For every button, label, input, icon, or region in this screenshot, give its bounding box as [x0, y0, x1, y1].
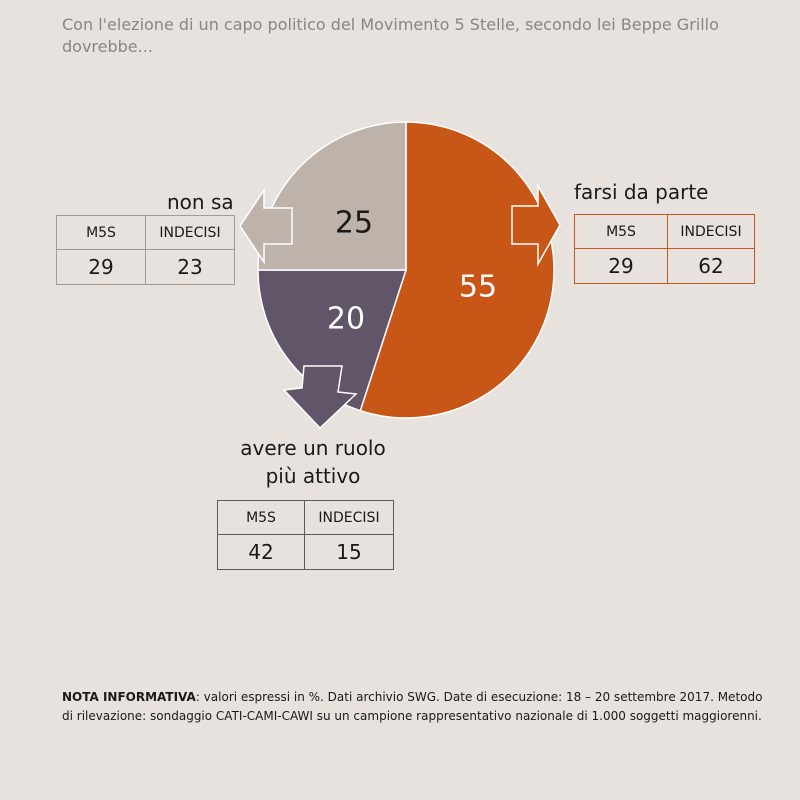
- header-indecisi: INDECISI: [304, 500, 394, 535]
- arrow-down-icon: [282, 365, 358, 430]
- nota-informativa: NOTA INFORMATIVA: valori espressi in %. …: [62, 688, 772, 726]
- label-avere-un-ruolo-line1: avere un ruolo: [240, 436, 386, 460]
- label-non-sa: non sa: [167, 190, 234, 214]
- value-m5s: 29: [574, 248, 668, 284]
- header-indecisi: INDECISI: [667, 214, 755, 249]
- nota-bold: NOTA INFORMATIVA: [62, 690, 196, 704]
- nota-text: : valori espressi in %. Dati archivio SW…: [62, 690, 763, 723]
- slice-value-label: 20: [327, 302, 365, 337]
- arrow-left-icon: [239, 187, 293, 265]
- label-avere-un-ruolo: avere un ruolo più attivo: [228, 436, 398, 488]
- value-indecisi: 62: [667, 248, 755, 284]
- pie-slice-farsi-da-parte: [359, 121, 555, 419]
- slice-value-label: 25: [335, 206, 373, 241]
- header-m5s: M5S: [574, 214, 668, 249]
- value-m5s: 29: [56, 249, 146, 285]
- header-m5s: M5S: [56, 215, 146, 250]
- arrow-right-icon: [511, 183, 561, 267]
- label-avere-un-ruolo-line2: più attivo: [265, 464, 361, 488]
- value-indecisi: 23: [145, 249, 235, 285]
- chart-title: Con l'elezione di un capo politico del M…: [62, 15, 719, 56]
- table-non-sa: M5S INDECISI 29 23: [56, 215, 235, 285]
- pie-slice-non-sa: [257, 121, 407, 271]
- label-farsi-da-parte: farsi da parte: [574, 180, 709, 204]
- value-m5s: 42: [217, 534, 305, 570]
- value-indecisi: 15: [304, 534, 394, 570]
- table-farsi-da-parte: M5S INDECISI 29 62: [574, 214, 755, 284]
- header-m5s: M5S: [217, 500, 305, 535]
- slice-value-label: 55: [459, 270, 497, 305]
- table-avere-un-ruolo: M5S INDECISI 42 15: [217, 500, 394, 570]
- header-indecisi: INDECISI: [145, 215, 235, 250]
